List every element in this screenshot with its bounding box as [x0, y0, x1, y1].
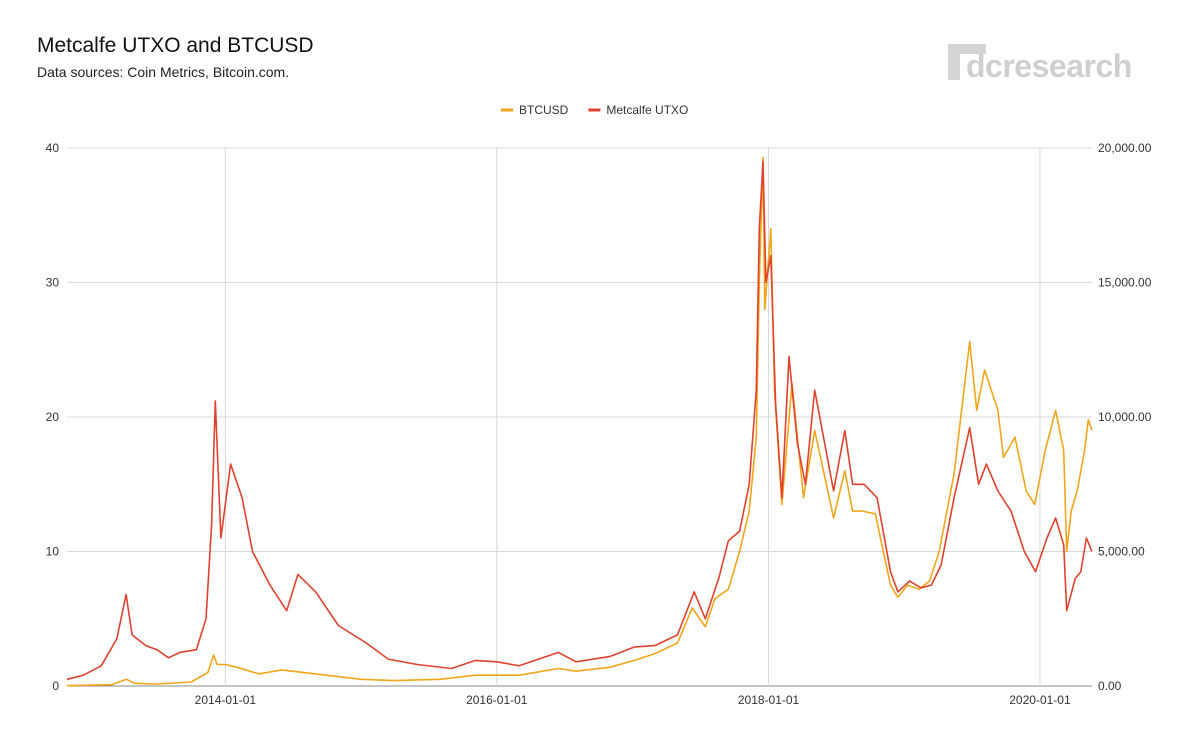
chart-subtitle: Data sources: Coin Metrics, Bitcoin.com.: [37, 64, 290, 80]
dcresearch-logo-icon: [948, 44, 986, 80]
x-tick-label: 2018-01-01: [738, 693, 800, 707]
x-tick-label: 2016-01-01: [466, 693, 528, 707]
y-left-tick-label: 40: [46, 141, 60, 155]
x-tick-label: 2020-01-01: [1009, 693, 1071, 707]
y-right-tick-label: 15,000.00: [1098, 276, 1152, 290]
logo-text: dcresearch: [966, 48, 1132, 84]
y-left-tick-label: 0: [52, 679, 59, 693]
axis-labels: 0 0.00 10 5,000.00 20 10,000.00 30 15,000.00 40 2…: [46, 141, 1152, 707]
legend-label: Metcalfe UTXO: [606, 103, 688, 117]
series-line-metcalfe-utxo: [66, 160, 1093, 681]
chart-title: Metcalfe UTXO and BTCUSD: [37, 34, 314, 57]
y-right-tick-label: 0.00: [1098, 679, 1122, 693]
series-lines: [66, 156, 1093, 687]
y-left-tick-label: 10: [46, 545, 60, 559]
grid-lines: [67, 147, 1092, 687]
legend-label: BTCUSD: [519, 103, 569, 117]
y-left-tick-label: 20: [46, 410, 60, 424]
y-left-tick-label: 30: [46, 276, 60, 290]
y-right-tick-label: 20,000.00: [1098, 141, 1152, 155]
y-right-tick-label: 5,000.00: [1098, 545, 1145, 559]
legend: BTCUSD Metcalfe UTXO: [501, 103, 688, 117]
series-line-btcusd: [66, 156, 1093, 687]
y-right-tick-label: 10,000.00: [1098, 410, 1152, 424]
x-tick-label: 2014-01-01: [195, 693, 257, 707]
